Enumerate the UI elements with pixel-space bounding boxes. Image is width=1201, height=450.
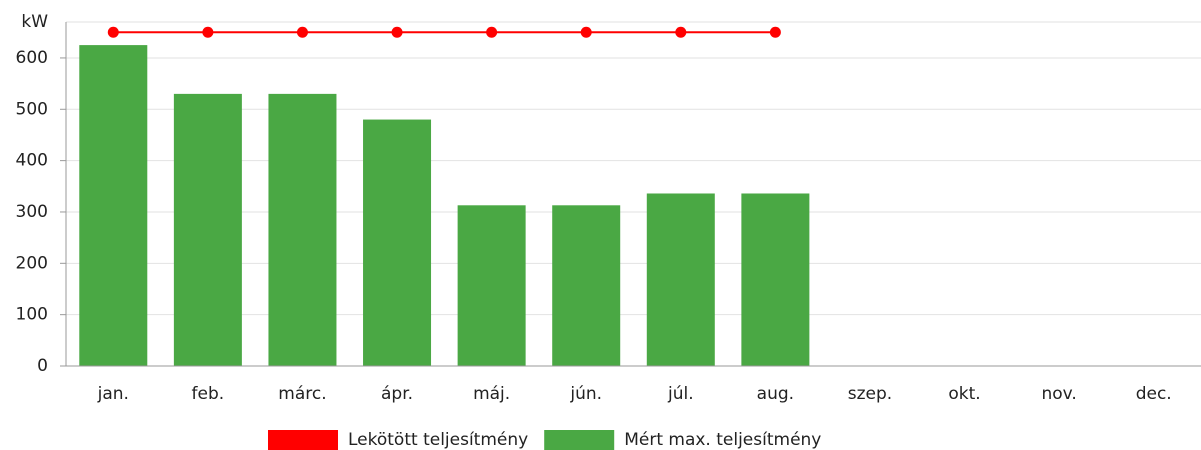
x-tick-label: ápr. [381,384,413,404]
bar [363,119,432,366]
y-tick-label: 400 [16,151,48,171]
x-tick-label: jan. [97,384,129,404]
x-tick-label: feb. [192,384,225,404]
bar [268,93,337,366]
y-tick-label: 0 [37,356,48,376]
line-point [580,26,592,38]
y-tick-label: 600 [16,48,48,68]
x-tick-label: nov. [1041,384,1076,404]
line-point [202,26,214,38]
line-point [486,26,498,38]
line-point [675,26,687,38]
line-point [769,26,781,38]
y-tick-label: 500 [16,99,48,119]
legend-label: Mért max. teljesítmény [624,430,821,450]
bar [457,205,526,366]
x-tick-label: márc. [278,384,326,404]
x-tick-label: szep. [848,384,892,404]
x-tick-label: júl. [667,384,694,404]
bar [173,93,242,366]
x-tick-label: máj. [473,384,510,404]
y-axis-label: kW [21,12,48,32]
line-point [296,26,308,38]
line-point [391,26,403,38]
legend-label: Lekötött teljesítmény [348,430,528,450]
x-tick-label: aug. [757,384,794,404]
x-tick-label: dec. [1136,384,1172,404]
bar [552,205,621,366]
y-tick-label: 100 [16,305,48,325]
bar [79,45,148,366]
bar [741,193,810,366]
line-point [107,26,119,38]
y-tick-label: 300 [16,202,48,222]
y-tick-label: 200 [16,253,48,273]
legend-swatch [268,430,338,450]
legend-swatch [544,430,615,450]
x-tick-label: jún. [569,384,602,404]
x-tick-label: okt. [948,384,980,404]
bar [646,193,715,366]
